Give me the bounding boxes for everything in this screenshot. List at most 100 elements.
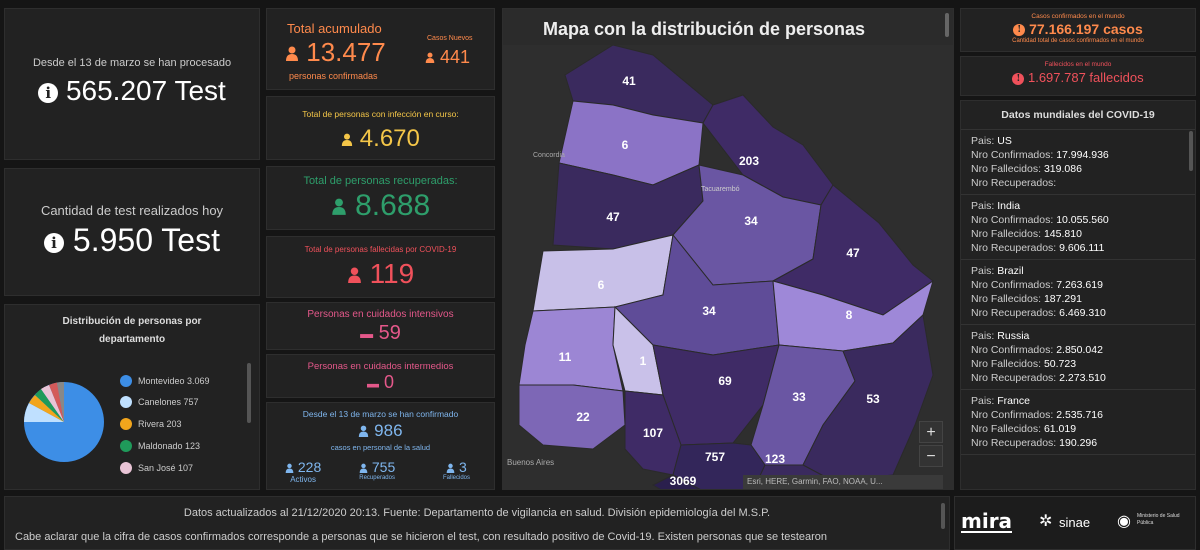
world-row-label: Pais: <box>971 135 998 147</box>
legend-scrollbar[interactable] <box>247 363 251 423</box>
total-acumulado-value: 13.477 <box>306 37 386 67</box>
world-row-label: Nro Fallecidos: <box>971 228 1044 240</box>
map-scrollbar[interactable] <box>945 13 949 37</box>
department-colonia[interactable] <box>518 384 626 450</box>
tests-total-value: 565.207 Test <box>65 75 226 106</box>
world-row-label: Pais: <box>971 330 998 342</box>
world-row-label: Nro Fallecidos: <box>971 358 1044 370</box>
world-row-value: France <box>997 395 1030 407</box>
total-acumulado-panel: Total acumulado 13.477 personas confirma… <box>266 8 495 90</box>
world-list-title: Datos mundiales del COVID-19 <box>961 101 1195 130</box>
legend-item[interactable]: Canelones 757 <box>120 396 199 408</box>
distribution-title: Distribución de personas por departament… <box>62 316 202 345</box>
world-row-label: Nro Confirmados: <box>971 344 1057 356</box>
fallecidas-title: Total de personas fallecidas por COVID-1… <box>304 245 457 254</box>
legend-color-dot <box>120 462 132 474</box>
world-row-label: Nro Fallecidos: <box>971 423 1044 435</box>
sinae-logo: sinae <box>1059 515 1091 530</box>
world-row-value: 9.606.111 <box>1059 242 1105 254</box>
world-row-deaths: Nro Fallecidos: 61.019 <box>971 422 1185 436</box>
world-country-row[interactable]: Pais: India Nro Confirmados: 10.055.560 Nr… <box>961 195 1195 260</box>
department-label: 11 <box>559 350 572 364</box>
en-curso-panel: Total de personas con infección en curso… <box>266 96 495 160</box>
world-row-label: Nro Confirmados: <box>971 409 1057 421</box>
msp-seal-icon: ◉ <box>1117 513 1131 530</box>
legend-item[interactable]: Maldonado 123 <box>120 440 200 452</box>
world-country-row[interactable]: Pais: Russia Nro Confirmados: 2.850.042 Nr… <box>961 325 1195 390</box>
msp-logo: Ministerio de Salud Pública <box>1137 513 1180 526</box>
world-row-value: US <box>997 135 1012 147</box>
world-country-row[interactable]: Pais: France Nro Confirmados: 2.535.716 Nr… <box>961 390 1195 455</box>
world-row-country: Pais: France <box>971 394 1185 408</box>
department-label: 69 <box>718 374 732 388</box>
department-montevideo[interactable] <box>651 474 703 490</box>
zoom-out-button[interactable]: − <box>919 445 943 467</box>
world-row-deaths: Nro Fallecidos: 187.291 <box>971 292 1185 306</box>
world-row-value: 190.296 <box>1059 437 1098 449</box>
world-country-row[interactable]: Pais: US Nro Confirmados: 17.994.936 Nro F… <box>961 130 1195 195</box>
department-soriano[interactable] <box>518 306 624 392</box>
world-row-deaths: Nro Fallecidos: 319.086 <box>971 162 1185 176</box>
world-row-value: 2.273.510 <box>1059 372 1106 384</box>
total-acumulado-title: Total acumulado <box>287 21 382 36</box>
world-confirmed-value: 77.166.197 casos <box>1029 21 1143 37</box>
map-place-label: Buenos Aires <box>507 458 554 467</box>
alert-icon: ! <box>1013 24 1026 37</box>
world-row-label: Nro Fallecidos: <box>971 293 1044 305</box>
world-row-value: 2.535.716 <box>1056 409 1103 421</box>
world-row-value: 6.469.310 <box>1059 307 1106 319</box>
salud-recuperados-label: Recuperados <box>359 475 395 481</box>
distribution-pie-chart[interactable] <box>23 381 105 463</box>
person-icon <box>359 425 369 438</box>
person-icon <box>285 463 294 473</box>
world-confirmed-panel: Casos confirmados en el mundo ! 77.166.1… <box>960 8 1196 52</box>
tests-total-panel: Desde el 13 de marzo se han procesado i … <box>4 8 260 160</box>
world-row-value: 17.994.936 <box>1056 149 1109 161</box>
map-panel[interactable]: Mapa con la distribución de personas ⌂ ☰… <box>502 8 954 490</box>
world-row-label: Pais: <box>971 395 998 407</box>
casos-nuevos-value: 441 <box>440 47 471 67</box>
legend-color-dot <box>120 440 132 452</box>
mira-logo: mira <box>961 509 1013 533</box>
footer-scrollbar[interactable] <box>941 503 945 529</box>
world-row-value: 7.263.619 <box>1056 279 1103 291</box>
world-row-country: Pais: Brazil <box>971 264 1185 278</box>
legend-item[interactable]: Montevideo 3.069 <box>120 375 210 387</box>
world-row-value: Brazil <box>997 265 1024 277</box>
department-label: 47 <box>846 246 860 260</box>
legend-color-dot <box>120 396 132 408</box>
world-row-recovered: Nro Recuperados: <box>971 176 1185 190</box>
world-list-scrollbar[interactable] <box>1189 131 1193 171</box>
world-row-deaths: Nro Fallecidos: 145.810 <box>971 227 1185 241</box>
department-label: 1 <box>640 354 647 368</box>
world-row-confirmed: Nro Confirmados: 2.850.042 <box>971 343 1185 357</box>
salud-activos-value: 228 <box>297 459 322 475</box>
world-row-label: Nro Recuperados: <box>971 242 1060 254</box>
world-row-label: Nro Fallecidos: <box>971 163 1044 175</box>
footer-line2: Cabe aclarar que la cifra de casos confi… <box>15 531 828 543</box>
department-san-jose[interactable] <box>624 390 682 476</box>
tests-total-caption: Desde el 13 de marzo se han procesado <box>32 57 232 69</box>
person-icon <box>359 463 368 473</box>
world-deaths-value: 1.697.787 fallecidos <box>1027 70 1144 85</box>
world-country-row[interactable]: Pais: Brazil Nro Confirmados: 7.263.619 Nr… <box>961 260 1195 325</box>
intensivos-panel: Personas en cuidados intensivos ▬ 59 <box>266 302 495 350</box>
zoom-in-button[interactable]: + <box>919 421 943 443</box>
department-label: 34 <box>744 214 758 228</box>
department-label: 53 <box>866 392 880 406</box>
department-label: 6 <box>622 138 629 152</box>
map-place-label: Concordia <box>533 152 565 159</box>
info-icon: i <box>44 232 65 253</box>
sinae-icon: ✲ <box>1039 513 1053 530</box>
legend-item[interactable]: Rivera 203 <box>120 418 182 430</box>
world-row-label: Nro Confirmados: <box>971 279 1057 291</box>
tests-today-caption: Cantidad de test realizados hoy <box>40 203 224 218</box>
world-row-label: Nro Recuperados: <box>971 177 1057 189</box>
legend-item[interactable]: San José 107 <box>120 462 193 474</box>
casos-nuevos-label: Casos Nuevos <box>427 35 473 42</box>
salud-panel: Desde el 13 de marzo se han confirmado 9… <box>266 402 495 490</box>
intensivos-title: Personas en cuidados intensivos <box>307 309 454 320</box>
world-row-recovered: Nro Recuperados: 190.296 <box>971 436 1185 450</box>
uruguay-map[interactable]: 41 6 203 47 34 47 6 34 8 11 1 69 33 53 2… <box>503 45 954 490</box>
en-curso-title: Total de personas con infección en curso… <box>302 109 459 119</box>
